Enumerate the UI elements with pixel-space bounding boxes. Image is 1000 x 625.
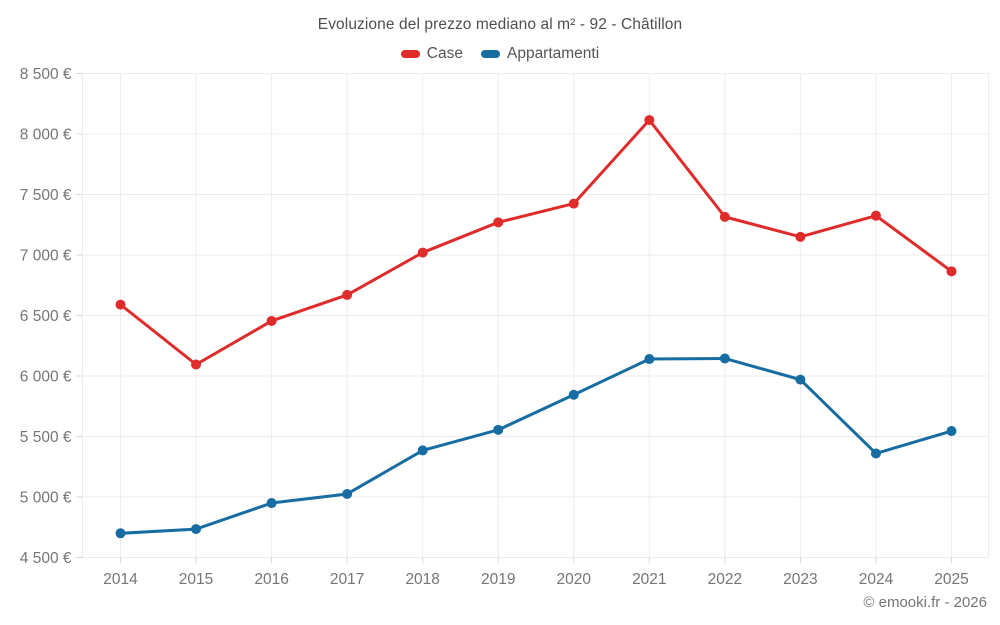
series-case-point-2022[interactable] [719,211,730,222]
y-tick-label: 8 000 € [20,127,72,144]
x-tick-label: 2025 [934,571,968,588]
y-tick-label: 6 500 € [20,308,72,325]
series-case-point-2017[interactable] [342,289,353,300]
x-tick-label: 2024 [859,571,894,588]
y-tick-label: 5 000 € [20,490,72,507]
series-appartamenti-point-2015[interactable] [191,524,202,535]
series-case-point-2015[interactable] [191,359,202,370]
series-case-point-2023[interactable] [795,231,806,242]
series-case-point-2016[interactable] [266,315,277,326]
series-appartamenti-point-2024[interactable] [870,448,881,459]
series-appartamenti-point-2017[interactable] [342,488,353,499]
series-case-point-2018[interactable] [417,247,428,258]
legend-item-case[interactable]: Case [400,45,463,63]
x-tick-label: 2021 [632,571,666,588]
y-tick-label: 6 000 € [20,369,72,386]
series-appartamenti-line [119,356,953,535]
x-tick-label: 2023 [783,571,817,588]
x-tick-label: 2022 [708,571,742,588]
series-appartamenti-point-2021[interactable] [644,354,655,365]
series-case-point-2014[interactable] [115,299,126,310]
y-tick-label: 7 500 € [20,187,72,204]
series-case-point-2024[interactable] [870,210,881,221]
series-case-point-2019[interactable] [493,217,504,228]
legend-item-appartamenti[interactable]: Appartamenti [480,45,600,63]
series-appartamenti-point-2016[interactable] [266,498,277,509]
series-case-point-2021[interactable] [644,115,655,126]
series-case-point-2020[interactable] [568,198,579,209]
legend-label: Case [426,45,463,62]
y-tick-label: 4 500 € [20,550,72,567]
x-tick-label: 2016 [254,571,288,588]
x-tick-label: 2014 [103,571,138,588]
y-tick-label: 7 000 € [20,248,72,265]
series-appartamenti-point-2014[interactable] [115,528,126,539]
series-appartamenti-point-2023[interactable] [795,374,806,385]
series-appartamenti-point-2019[interactable] [493,424,504,435]
x-tick-label: 2015 [179,571,213,588]
series-appartamenti-point-2020[interactable] [568,389,579,400]
series-appartamenti-point-2018[interactable] [417,445,428,456]
series-case-point-2025[interactable] [946,266,957,277]
legend-swatch-icon [480,50,500,58]
series-case-line [119,118,953,367]
y-tick-label: 8 500 € [20,66,72,83]
x-tick-label: 2019 [481,571,515,588]
chart-title: Evoluzione del prezzo mediano al m² - 92… [317,16,683,33]
x-tick-label: 2020 [557,571,592,588]
series-appartamenti-point-2022[interactable] [719,353,730,364]
x-tick-label: 2018 [405,571,439,588]
legend-label: Appartamenti [506,45,600,62]
legend-swatch-icon [400,50,420,58]
copyright-text: © emooki.fr - 2026 [863,594,987,611]
chart-legend: Case Appartamenti [0,45,1000,63]
series-appartamenti-point-2025[interactable] [946,426,957,437]
y-tick-label: 5 500 € [20,429,72,446]
x-tick-label: 2017 [330,571,364,588]
